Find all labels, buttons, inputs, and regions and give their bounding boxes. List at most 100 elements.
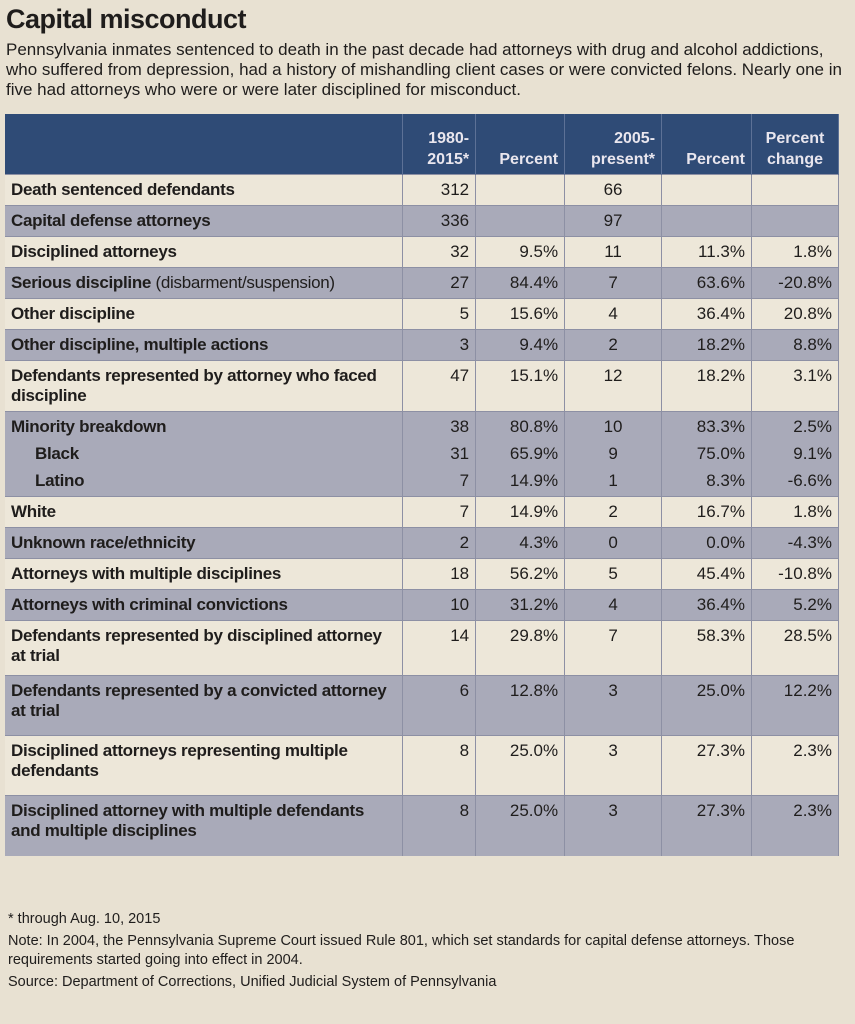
- cell-value: 2: [564, 496, 663, 528]
- cell-value: 8.3%: [661, 469, 752, 497]
- cell-value: 9.1%: [751, 442, 839, 469]
- row-label-text: Capital defense attorneys: [11, 211, 211, 230]
- cell-value: 336: [402, 205, 477, 237]
- cell-value: 20.8%: [751, 298, 839, 330]
- cell-value: 2: [564, 329, 663, 361]
- cell-value: 10: [402, 589, 477, 621]
- cell-value: 27.3%: [661, 735, 752, 796]
- cell-value: -20.8%: [751, 267, 839, 299]
- cell-value: [751, 205, 839, 237]
- cell-value: 75.0%: [661, 442, 752, 469]
- cell-value: 27: [402, 267, 477, 299]
- row-label: Disciplined attorneys: [5, 236, 404, 268]
- column-header: 2005- present*: [564, 114, 663, 175]
- row-label-text: Attorneys with criminal convictions: [11, 595, 288, 614]
- cell-value: 80.8%: [475, 411, 566, 442]
- cell-value: 0.0%: [661, 527, 752, 559]
- row-label: Disciplined attorneys representing multi…: [5, 735, 404, 796]
- cell-value: 1: [564, 469, 663, 497]
- cell-value: [475, 205, 566, 237]
- row-label: Other discipline: [5, 298, 404, 330]
- cell-value: 12.2%: [751, 675, 839, 736]
- column-header: Percent: [661, 114, 752, 175]
- row-label-text: Minority breakdown: [11, 417, 167, 436]
- cell-value: 2: [402, 527, 477, 559]
- cell-value: [751, 174, 839, 206]
- table-row: Attorneys with criminal convictions 10 31.…: [5, 589, 839, 621]
- cell-value: 14.9%: [475, 496, 566, 528]
- table-row: Other discipline, multiple actions 3 9.4% 2…: [5, 329, 839, 361]
- row-label: Defendants represented by attorney who f…: [5, 360, 404, 412]
- cell-value: 9.5%: [475, 236, 566, 268]
- row-label-text: Serious discipline: [11, 273, 152, 292]
- cell-value: -6.6%: [751, 469, 839, 497]
- row-label: Disciplined attorney with multiple defen…: [5, 795, 404, 856]
- cell-value: 2.5%: [751, 411, 839, 442]
- cell-value: 4.3%: [475, 527, 566, 559]
- row-label: Latino: [5, 469, 404, 497]
- cell-value: 38: [402, 411, 477, 442]
- cell-value: 84.4%: [475, 267, 566, 299]
- row-label: White: [5, 496, 404, 528]
- cell-value: 27.3%: [661, 795, 752, 856]
- cell-value: 11.3%: [661, 236, 752, 268]
- table-row: Defendants represented by disciplined at…: [5, 620, 839, 676]
- cell-value: 5.2%: [751, 589, 839, 621]
- cell-value: 10: [564, 411, 663, 442]
- row-label-text: Other discipline: [11, 304, 135, 323]
- cell-value: 7: [564, 620, 663, 676]
- row-label-detail: (disbarment/suspension): [151, 273, 336, 292]
- column-header: [5, 114, 404, 175]
- cell-value: 15.6%: [475, 298, 566, 330]
- table-row: Other discipline 5 15.6% 4 36.4% 20.8%: [5, 298, 839, 330]
- row-label-text: Other discipline, multiple actions: [11, 335, 269, 354]
- cell-value: 66: [564, 174, 663, 206]
- cell-value: 25.0%: [475, 795, 566, 856]
- cell-value: -4.3%: [751, 527, 839, 559]
- cell-value: 45.4%: [661, 558, 752, 590]
- cell-value: 5: [564, 558, 663, 590]
- row-label: Minority breakdown: [5, 411, 404, 442]
- cell-value: 32: [402, 236, 477, 268]
- column-header: Percent: [475, 114, 566, 175]
- cell-value: 11: [564, 236, 663, 268]
- cell-value: 1.8%: [751, 236, 839, 268]
- cell-value: 25.0%: [475, 735, 566, 796]
- cell-value: 2.3%: [751, 795, 839, 856]
- asterisk-note: * through Aug. 10, 2015: [8, 911, 161, 927]
- source-text: Source: Department of Corrections, Unifi…: [8, 974, 497, 990]
- cell-value: 18.2%: [661, 360, 752, 412]
- table-row: Disciplined attorney with multiple defen…: [5, 795, 839, 856]
- row-label-text: Defendants represented by a convicted at…: [11, 681, 387, 720]
- cell-value: 6: [402, 675, 477, 736]
- cell-value: 2.3%: [751, 735, 839, 796]
- cell-value: 7: [402, 496, 477, 528]
- cell-value: 18.2%: [661, 329, 752, 361]
- row-label-text: Attorneys with multiple disciplines: [11, 564, 282, 583]
- row-label: Unknown race/ethnicity: [5, 527, 404, 559]
- cell-value: 15.1%: [475, 360, 566, 412]
- table-row: Serious discipline (disbarment/suspensio…: [5, 267, 839, 299]
- cell-value: [661, 174, 752, 206]
- cell-value: 3: [402, 329, 477, 361]
- table-row: Minority breakdown 38 80.8% 10 83.3% 2.5%: [5, 411, 839, 442]
- row-label-text: Disciplined attorneys representing multi…: [11, 741, 348, 780]
- row-label: Black: [5, 442, 404, 469]
- row-label: Defendants represented by a convicted at…: [5, 675, 404, 736]
- cell-value: 3: [564, 675, 663, 736]
- cell-value: 47: [402, 360, 477, 412]
- row-label: Death sentenced defendants: [5, 174, 404, 206]
- cell-value: 12: [564, 360, 663, 412]
- cell-value: 4: [564, 589, 663, 621]
- cell-value: 8: [402, 795, 477, 856]
- table-row: Death sentenced defendants 312 66: [5, 174, 839, 206]
- row-label-text: White: [11, 502, 56, 521]
- cell-value: 31.2%: [475, 589, 566, 621]
- row-label-text: Disciplined attorney with multiple defen…: [11, 801, 364, 840]
- cell-value: 3.1%: [751, 360, 839, 412]
- row-label: Attorneys with multiple disciplines: [5, 558, 404, 590]
- cell-value: 65.9%: [475, 442, 566, 469]
- cell-value: [661, 205, 752, 237]
- cell-value: 8.8%: [751, 329, 839, 361]
- cell-value: 3: [564, 795, 663, 856]
